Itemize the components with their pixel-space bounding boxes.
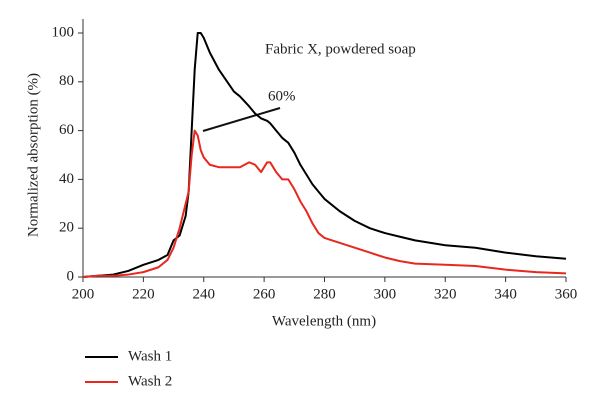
x-tick-label: 220 bbox=[132, 286, 155, 302]
y-tick-label: 40 bbox=[59, 171, 74, 187]
x-tick-label: 360 bbox=[555, 286, 578, 302]
annotation: Fabric X, powdered soap bbox=[265, 41, 416, 57]
x-tick-label: 300 bbox=[374, 286, 397, 302]
legend-label: Wash 1 bbox=[128, 348, 172, 364]
y-tick-label: 20 bbox=[59, 220, 74, 236]
x-tick-label: 260 bbox=[253, 286, 276, 302]
y-axis-label: Normalized absorption (%) bbox=[25, 73, 41, 237]
x-tick-label: 200 bbox=[72, 286, 95, 302]
y-tick-label: 0 bbox=[67, 268, 75, 284]
data-line bbox=[82, 129, 567, 278]
y-tick-label: 100 bbox=[52, 24, 75, 40]
x-tick-label: 320 bbox=[434, 286, 457, 302]
x-axis-label: Wavelength (nm) bbox=[272, 313, 376, 329]
x-tick-label: 280 bbox=[313, 286, 336, 302]
x-tick-label: 340 bbox=[494, 286, 517, 302]
annotation: 60% bbox=[268, 88, 296, 104]
x-tick-label: 240 bbox=[193, 286, 216, 302]
data-line bbox=[82, 32, 567, 278]
annotation-pointer bbox=[202, 107, 281, 132]
y-tick-label: 80 bbox=[59, 73, 74, 89]
y-tick-label: 60 bbox=[59, 122, 74, 138]
legend-label: Wash 2 bbox=[128, 373, 172, 389]
